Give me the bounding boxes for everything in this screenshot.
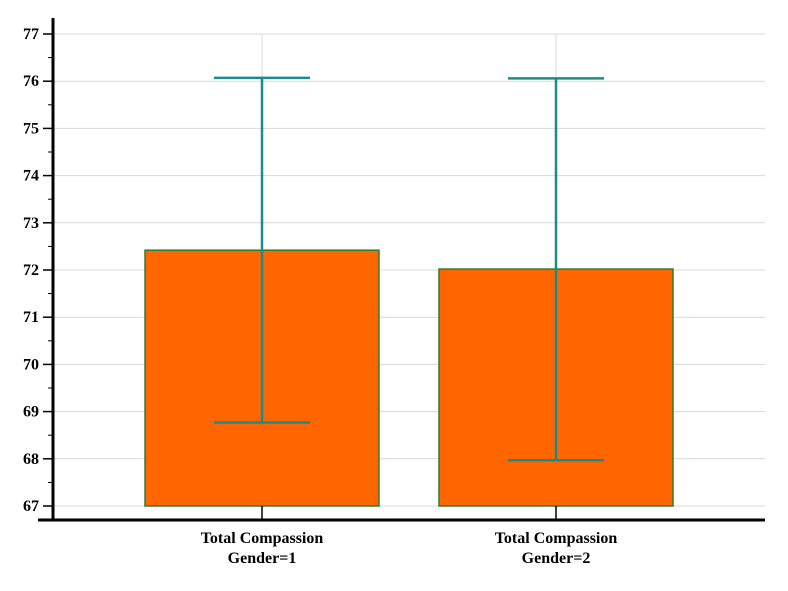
labels: 67 68 69 70 71 72 73 74 75 76 77 Total Compassion Ge…	[23, 26, 617, 567]
x-tick-label: Total Compassion	[495, 530, 618, 547]
axes	[38, 18, 765, 522]
error-bars	[214, 76, 604, 462]
y-tick-label: 74	[23, 168, 39, 185]
x-tick-label: Total Compassion	[201, 530, 324, 547]
y-tick-label: 72	[23, 262, 39, 279]
y-tick-label: 68	[23, 451, 39, 468]
y-tick-label: 69	[23, 404, 39, 421]
y-tick-label: 67	[23, 498, 39, 515]
y-tick-label: 71	[23, 309, 39, 326]
y-tick-label: 73	[23, 215, 39, 232]
y-tick-label: 75	[23, 120, 39, 137]
y-tick-label: 76	[23, 73, 39, 90]
y-tick-label: 70	[23, 356, 39, 373]
y-tick-label: 77	[23, 26, 39, 43]
x-tick-label: Gender=2	[522, 550, 591, 567]
bars	[144, 249, 674, 507]
x-tick-label: Gender=1	[228, 550, 297, 567]
